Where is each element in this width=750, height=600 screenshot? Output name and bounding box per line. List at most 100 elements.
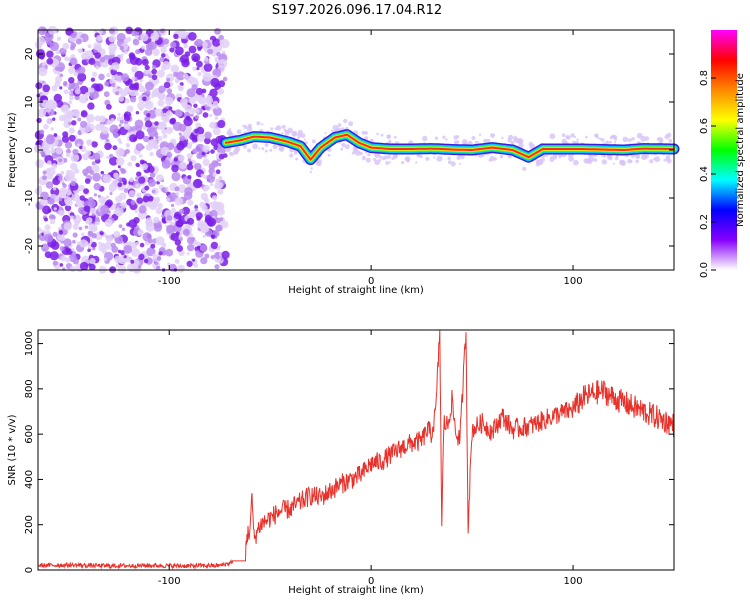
noise-blob: [64, 173, 74, 182]
noise-blob: [166, 77, 171, 82]
halo-point: [631, 137, 635, 141]
noise-blob: [154, 108, 163, 117]
noise-blob: [42, 175, 47, 181]
noise-blob: [65, 189, 72, 196]
noise-blob: [152, 253, 156, 257]
noise-blob: [150, 32, 160, 41]
noise-blob: [86, 217, 93, 224]
noise-blob: [187, 158, 192, 162]
noise-blob: [87, 230, 94, 237]
noise-blob: [157, 69, 165, 78]
noise-blob: [156, 256, 162, 261]
noise-blob: [141, 163, 148, 170]
noise-blob: [93, 193, 97, 197]
halo-point: [627, 138, 632, 143]
noise-blob: [37, 36, 46, 45]
halo-point: [343, 118, 348, 124]
noise-blob: [158, 85, 166, 93]
noise-blob: [62, 42, 70, 50]
noise-blob: [146, 96, 152, 101]
noise-blob: [125, 143, 131, 148]
noise-blob: [221, 250, 230, 259]
noise-blob: [90, 241, 97, 248]
noise-blob: [135, 162, 140, 167]
halo-point: [380, 133, 384, 137]
noise-blob: [55, 100, 64, 108]
noise-blob: [141, 45, 146, 50]
noise-blob: [174, 79, 180, 84]
halo-point: [450, 161, 456, 167]
noise-blob: [84, 225, 89, 229]
noise-blob: [71, 248, 75, 252]
noise-blob: [119, 45, 124, 51]
noise-blob: [210, 149, 215, 154]
noise-blob: [123, 245, 133, 254]
noise-blob: [151, 189, 156, 194]
noise-blob: [214, 202, 222, 211]
noise-blob: [35, 159, 44, 168]
halo-point: [261, 147, 265, 151]
snr-x-tick-label: 100: [564, 576, 583, 587]
noise-blob: [51, 163, 58, 169]
noise-blob: [99, 57, 106, 63]
spectrogram-ridge-layer: [220, 118, 680, 174]
noise-blob: [105, 138, 109, 142]
colorbar-tick-label: 0.0: [699, 262, 710, 278]
halo-point: [522, 166, 527, 171]
halo-point: [364, 131, 368, 135]
chart-title: S197.2026.096.17.04.R12: [272, 3, 442, 18]
noise-blob: [200, 257, 208, 265]
noise-blob: [222, 50, 226, 55]
colorbar-gradient: [711, 30, 737, 270]
noise-blob: [37, 52, 46, 60]
noise-blob: [123, 114, 131, 122]
noise-blob: [138, 231, 143, 236]
noise-blob: [185, 115, 191, 121]
noise-blob: [61, 135, 70, 143]
noise-blob: [148, 128, 158, 138]
noise-blob: [201, 151, 206, 156]
noise-blob: [156, 174, 165, 183]
noise-blob: [219, 217, 224, 222]
noise-blob: [218, 34, 224, 41]
noise-blob: [123, 188, 129, 194]
noise-blob: [64, 204, 72, 212]
noise-blob: [140, 33, 149, 42]
noise-blob: [186, 143, 193, 149]
noise-blob: [89, 87, 95, 93]
halo-point: [478, 133, 482, 136]
noise-blob: [64, 141, 73, 149]
noise-blob: [175, 46, 184, 56]
noise-blob: [60, 255, 67, 262]
halo-point: [376, 132, 379, 136]
noise-blob: [162, 133, 168, 139]
noise-blob: [176, 245, 183, 252]
noise-blob: [77, 72, 87, 82]
noise-blob: [143, 68, 151, 75]
noise-blob: [126, 105, 134, 113]
halo-point: [492, 133, 496, 137]
noise-blob: [104, 218, 113, 227]
halo-point: [643, 152, 649, 159]
halo-point: [541, 155, 545, 159]
noise-blob: [145, 43, 153, 51]
noise-blob: [80, 110, 88, 118]
noise-blob: [202, 107, 206, 111]
noise-blob: [59, 86, 63, 90]
halo-point: [549, 133, 556, 140]
noise-blob: [135, 183, 140, 189]
noise-blob: [100, 170, 105, 175]
noise-blob: [135, 111, 140, 115]
noise-blob: [135, 176, 139, 180]
halo-point: [379, 155, 383, 159]
noise-blob: [196, 67, 200, 71]
noise-blob: [136, 171, 142, 177]
halo-point: [232, 149, 239, 155]
noise-blob: [134, 91, 139, 96]
noise-blob: [49, 251, 59, 261]
noise-blob: [144, 64, 150, 71]
noise-blob: [145, 81, 154, 91]
noise-blob: [98, 115, 106, 123]
noise-blob: [214, 264, 220, 270]
noise-blob: [108, 35, 117, 43]
